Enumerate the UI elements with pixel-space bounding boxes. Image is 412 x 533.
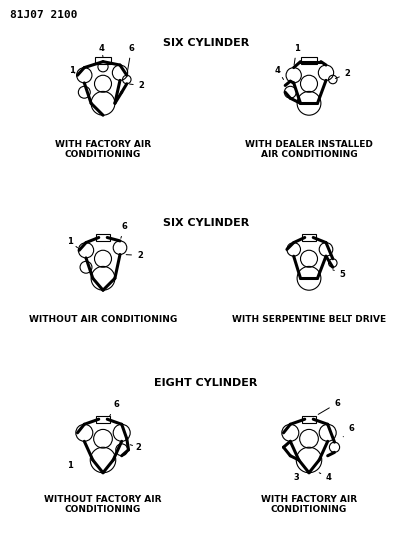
Text: 1: 1 (67, 462, 73, 471)
Text: WITH DEALER INSTALLED
AIR CONDITIONING: WITH DEALER INSTALLED AIR CONDITIONING (245, 140, 373, 159)
Text: 4: 4 (99, 44, 105, 58)
Text: 2: 2 (126, 251, 143, 260)
Text: 1: 1 (294, 44, 300, 65)
Text: 6: 6 (318, 399, 340, 414)
Text: WITH SERPENTINE BELT DRIVE: WITH SERPENTINE BELT DRIVE (232, 315, 386, 324)
Text: EIGHT CYLINDER: EIGHT CYLINDER (154, 378, 258, 388)
Bar (96, 234, 110, 241)
Bar (301, 58, 317, 64)
Text: 2: 2 (335, 69, 351, 78)
Text: SIX CYLINDER: SIX CYLINDER (163, 38, 249, 48)
Text: 1: 1 (69, 66, 75, 75)
Text: 5: 5 (333, 270, 346, 279)
Text: 6: 6 (127, 44, 134, 72)
Bar (95, 58, 111, 64)
Text: 2: 2 (129, 81, 145, 90)
Text: WITHOUT FACTORY AIR
CONDITIONING: WITHOUT FACTORY AIR CONDITIONING (44, 495, 162, 514)
Text: 4: 4 (319, 473, 332, 482)
Text: 6: 6 (343, 424, 354, 437)
Text: 4: 4 (275, 66, 283, 79)
Bar (302, 234, 316, 241)
Text: 81J07 2100: 81J07 2100 (10, 10, 77, 20)
Text: 1: 1 (67, 237, 77, 248)
Text: WITH FACTORY AIR
CONDITIONING: WITH FACTORY AIR CONDITIONING (261, 495, 357, 514)
Text: SIX CYLINDER: SIX CYLINDER (163, 218, 249, 228)
Text: 6: 6 (121, 222, 128, 238)
Text: 2: 2 (130, 443, 141, 452)
Text: WITH FACTORY AIR
CONDITIONING: WITH FACTORY AIR CONDITIONING (55, 140, 151, 159)
Text: 6: 6 (110, 400, 119, 416)
Bar (302, 416, 316, 423)
Bar (96, 416, 110, 423)
Text: 3: 3 (294, 473, 300, 482)
Text: WITHOUT AIR CONDITIONING: WITHOUT AIR CONDITIONING (29, 315, 177, 324)
